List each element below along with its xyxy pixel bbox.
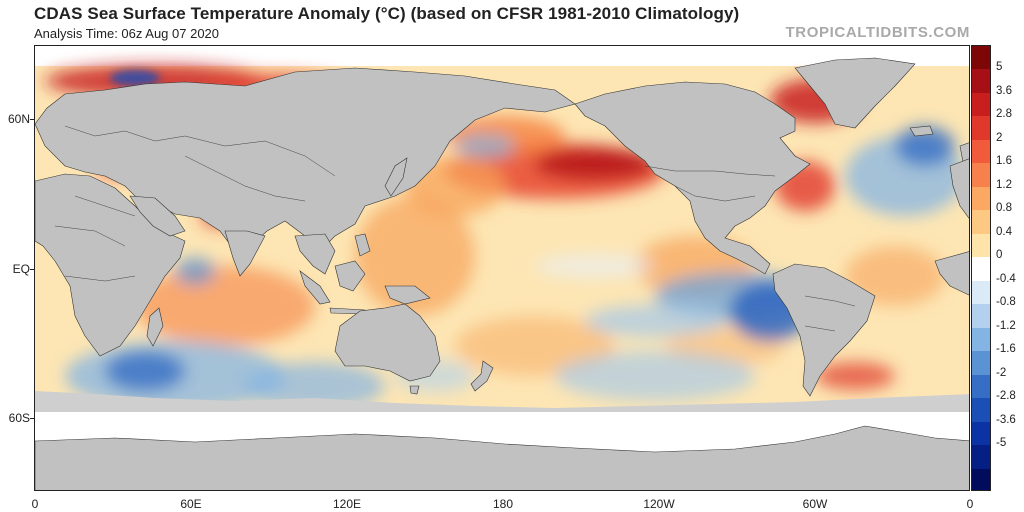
colorbar-label: -1.6 [996,343,1016,356]
sst-anomaly-map [34,45,970,491]
land-philippines [354,233,371,257]
brand-watermark: TROPICALTIDBITS.COM [785,24,970,41]
y-tick-60s: 60S [8,411,30,425]
colorbar-label: -2.8 [996,390,1016,403]
colorbar-label: -3.6 [996,413,1016,426]
land-india [224,230,266,277]
colorbar-swatch [972,374,990,399]
colorbar-swatch [972,139,990,164]
map-title: CDAS Sea Surface Temperature Anomaly (°C… [34,4,740,23]
colorbar-swatch [972,398,990,423]
x-tick-120w: 120W [643,497,675,511]
x-tick-180: 180 [492,497,514,511]
colorbar-swatch [972,163,990,188]
political-borders [54,125,856,332]
land-se-asia [294,233,336,275]
colorbar-swatch [972,233,990,258]
land-south-america [772,263,876,397]
land-greenland [794,57,916,129]
colorbar-label: -0.4 [996,272,1016,285]
colorbar-label: 3.6 [996,84,1012,97]
land-iceland [909,125,934,137]
colorbar-label: 1.2 [996,178,1012,191]
colorbar-swatch [972,468,990,490]
colorbar-swatch [972,257,990,282]
colorbar-label: 2.8 [996,108,1012,121]
colorbar-label: -1.2 [996,319,1016,332]
colorbar-swatch [972,210,990,235]
colorbar-swatch [972,92,990,117]
land-britain [959,142,969,164]
x-tick-60e: 60E [180,497,202,511]
land-madagascar [146,307,164,347]
colorbar-label: 0.8 [996,202,1012,215]
x-tick-60w: 60W [802,497,828,511]
colorbar [971,45,991,491]
land-new-zealand [470,360,494,392]
x-tick-0: 0 [31,497,39,511]
y-tick-mark [30,119,34,120]
y-tick-mark [30,418,34,419]
colorbar-swatch [972,327,990,352]
colorbar-label: 1.6 [996,155,1012,168]
colorbar-label: 0 [996,249,1003,262]
colorbar-swatch [972,351,990,376]
land-antarctica [35,425,969,490]
colorbar-label: 2 [996,131,1003,144]
land-europe-west [949,158,969,219]
land-masses [35,57,969,490]
colorbar-swatch [972,304,990,329]
x-tick-0-right: 0 [966,497,974,511]
land-japan [384,157,408,197]
analysis-time: Analysis Time: 06z Aug 07 2020 [34,26,220,41]
colorbar-swatch [972,421,990,446]
x-tick-120e: 120E [332,497,362,511]
colorbar-swatch [972,69,990,94]
land-west-africa [934,251,969,296]
colorbar-swatch [972,186,990,211]
colorbar-swatch [972,445,990,470]
colorbar-swatch [972,116,990,141]
land-sumatra [299,270,331,305]
y-tick-mark [30,269,34,270]
colorbar-swatch [972,46,990,71]
land-australia [334,303,441,382]
colorbar-label: -2 [996,366,1007,379]
y-tick-60n: 60N [7,112,30,126]
land-borneo [334,260,366,292]
colorbar-label: 0.4 [996,225,1012,238]
colorbar-label: -0.8 [996,296,1016,309]
sea-ice-edge [35,391,969,412]
colorbar-swatch [972,280,990,305]
colorbar-label: -5 [996,437,1007,450]
colorbar-label: 5 [996,61,1003,74]
y-tick-eq: EQ [12,262,30,276]
land-tasmania [409,385,420,395]
land-new-guinea [384,285,431,305]
land-arabia [129,195,186,237]
land-north-america [574,81,811,275]
